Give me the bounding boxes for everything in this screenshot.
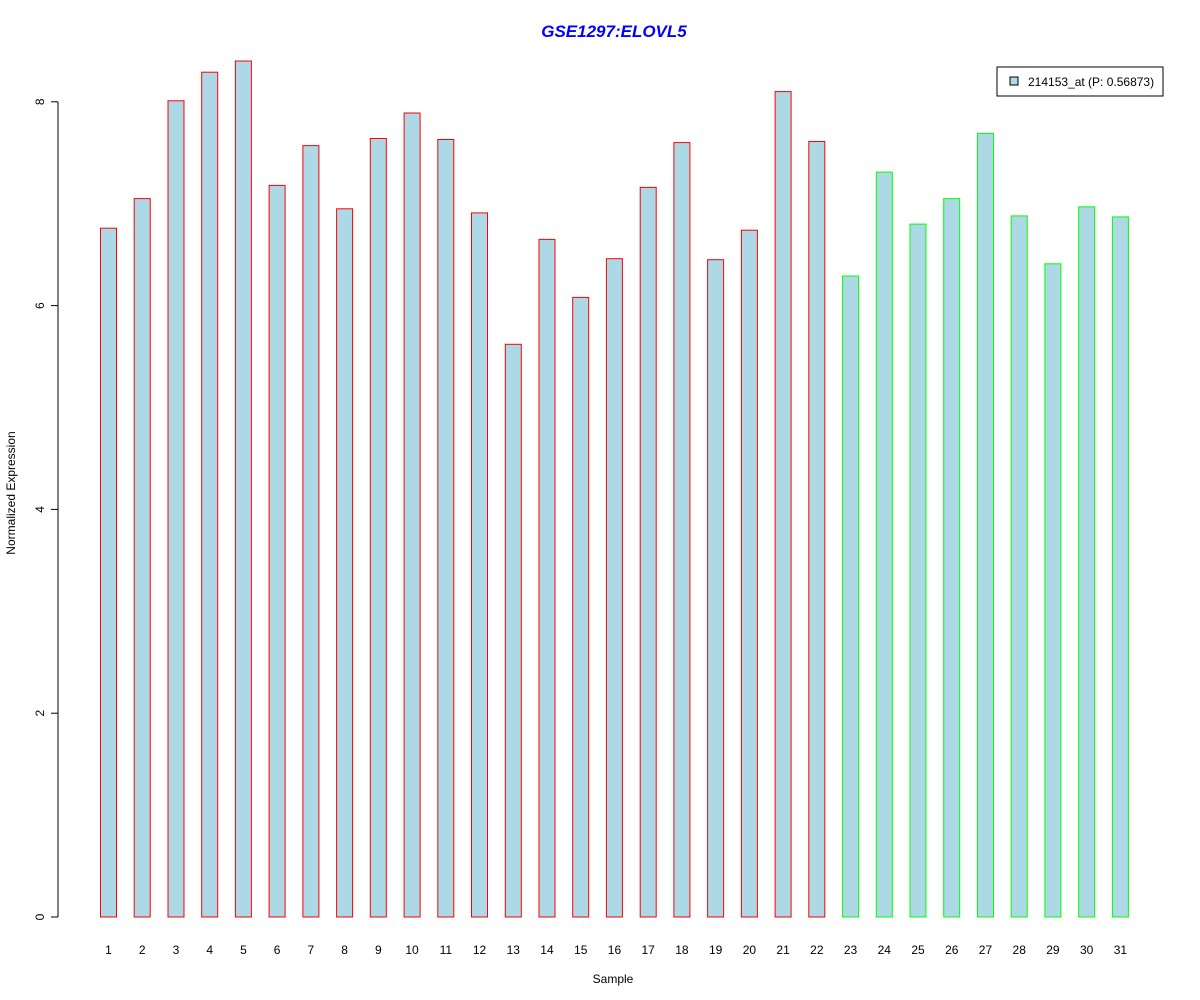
bar-sample-26 [943, 198, 961, 918]
bar-sample-20 [740, 229, 758, 918]
bar-sample-6 [268, 184, 286, 918]
x-tick-label: 29 [1046, 943, 1060, 957]
x-tick-label: 28 [1013, 943, 1027, 957]
bars-group [100, 60, 1129, 918]
bar-sample-17 [639, 186, 657, 918]
bar-sample-25 [909, 223, 927, 918]
x-tick-label: 22 [810, 943, 824, 957]
bar-sample-10 [403, 112, 421, 918]
legend-box [996, 66, 1164, 97]
chart-title: GSE1297:ELOVL5 [541, 22, 687, 41]
legend-swatch [1009, 76, 1019, 86]
bar-sample-27 [977, 132, 994, 918]
x-tick-label: 19 [709, 943, 723, 957]
x-tick-label: 24 [878, 943, 892, 957]
x-tick-label: 27 [979, 943, 993, 957]
x-tick-label: 15 [574, 943, 588, 957]
bar-sample-3 [167, 100, 185, 918]
x-tick-label: 3 [173, 943, 180, 957]
bar-sample-28 [1010, 215, 1028, 918]
x-tick-label: 6 [274, 943, 281, 957]
bar-sample-14 [538, 238, 556, 918]
x-tick-label: 7 [308, 943, 315, 957]
bar-sample-23 [842, 275, 860, 918]
x-tick-label: 10 [405, 943, 419, 957]
bar-sample-21 [774, 91, 792, 918]
x-tick-label: 4 [206, 943, 213, 957]
x-tick-label: 11 [440, 943, 453, 957]
legend-label: 214153_at (P: 0.56873) [1028, 75, 1154, 89]
y-tick-label: 2 [33, 710, 47, 717]
bar-sample-18 [673, 142, 691, 918]
y-tick-label: 8 [33, 98, 47, 105]
x-tick-label: 18 [675, 943, 689, 957]
bar-sample-22 [808, 141, 826, 918]
x-tick-label: 31 [1114, 943, 1128, 957]
x-tick-label: 23 [844, 943, 858, 957]
x-tick-label: 13 [507, 943, 521, 957]
x-tick-label: 12 [473, 943, 487, 957]
bar-sample-5 [234, 60, 252, 918]
bar-sample-12 [471, 212, 488, 918]
x-tick-label: 16 [608, 943, 622, 957]
bar-sample-15 [572, 296, 590, 918]
bar-sample-19 [707, 259, 725, 918]
x-axis-label: Sample [593, 972, 634, 986]
bar-sample-29 [1044, 263, 1062, 918]
bar-sample-16 [605, 258, 623, 918]
x-tick-label: 17 [642, 943, 656, 957]
y-tick-label: 6 [33, 302, 47, 309]
bar-sample-11 [437, 139, 455, 918]
x-tick-labels: 1 2 3 4 5 6 7 8 9 10 11 12 13 14 15 16 17 18 19 20 21 22 23 24 2… [105, 943, 1127, 957]
x-tick-label: 9 [375, 943, 382, 957]
x-tick-label: 8 [341, 943, 348, 957]
bar-sample-2 [133, 198, 151, 918]
legend: 214153_at (P: 0.56873) [996, 66, 1164, 97]
x-tick-label: 2 [139, 943, 146, 957]
bar-sample-31 [1111, 216, 1129, 918]
x-tick-label: 14 [540, 943, 554, 957]
x-tick-label: 5 [240, 943, 247, 957]
bar-sample-8 [336, 208, 354, 918]
bar-sample-30 [1078, 206, 1096, 918]
x-tick-label: 30 [1080, 943, 1094, 957]
bar-sample-13 [504, 343, 522, 918]
x-tick-label: 1 [105, 943, 112, 957]
x-tick-label: 21 [776, 943, 790, 957]
bar-sample-1 [100, 227, 117, 918]
y-axis-label: Normalized Expression [4, 431, 18, 554]
y-tick-label: 4 [33, 506, 47, 513]
x-tick-label: 25 [911, 943, 925, 957]
bar-sample-4 [201, 71, 219, 918]
y-axis: 0 2 4 6 8 [33, 98, 59, 920]
bar-sample-24 [875, 171, 893, 918]
x-tick-label: 26 [945, 943, 959, 957]
y-tick-label: 0 [33, 913, 47, 920]
x-tick-label: 20 [743, 943, 757, 957]
bar-sample-7 [302, 145, 320, 918]
bar-sample-9 [369, 138, 387, 918]
